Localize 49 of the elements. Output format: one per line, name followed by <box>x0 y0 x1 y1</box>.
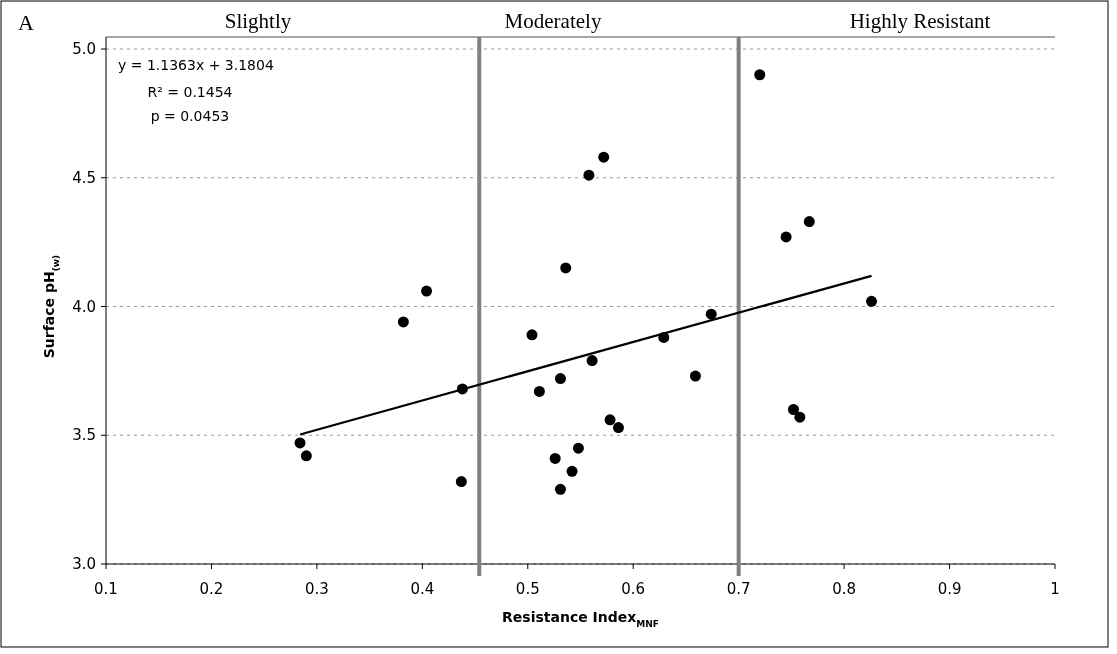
point <box>586 355 598 367</box>
point <box>705 308 717 320</box>
point <box>533 385 545 397</box>
point <box>803 216 815 228</box>
point <box>788 404 799 415</box>
x-tick-label: 1 <box>1050 580 1060 598</box>
x-tick-label: 0.3 <box>304 580 329 598</box>
point <box>604 414 616 426</box>
point <box>689 370 701 382</box>
y-tick-label: 3.5 <box>72 426 96 445</box>
annotation: R² = 0.1454 <box>147 84 233 100</box>
y-tick-label: 4.5 <box>72 168 96 187</box>
x-tick-label: 0.5 <box>515 580 540 598</box>
point <box>455 476 467 488</box>
point <box>566 465 578 477</box>
point <box>612 422 624 434</box>
point <box>549 452 561 464</box>
point <box>780 231 792 243</box>
x-tick-label: 0.6 <box>621 580 646 598</box>
y-tick-label: 5.0 <box>72 40 96 58</box>
point <box>397 316 409 328</box>
text: Highly Resistant <box>849 9 991 33</box>
point <box>300 450 312 462</box>
y-tick-label: 3.0 <box>72 555 96 573</box>
x-axis-title: Resistance Index$_{MNF}$ <box>502 609 659 629</box>
point <box>554 483 566 495</box>
point <box>754 69 766 81</box>
text: A <box>18 10 34 35</box>
text: Moderately <box>504 9 602 33</box>
point <box>598 151 610 163</box>
x-tick-label: 0.2 <box>199 580 224 598</box>
annotation: y = 1.1363x + 3.1804 <box>118 57 274 73</box>
x-tick-label: 0.4 <box>410 580 435 598</box>
point <box>294 437 306 449</box>
x-tick-label: 0.8 <box>832 580 857 598</box>
x-tick-label: 0.1 <box>94 580 118 598</box>
point <box>866 295 878 307</box>
point <box>554 373 566 385</box>
point <box>572 442 584 454</box>
point <box>421 285 433 297</box>
point <box>583 169 595 181</box>
y-tick-label: 4.0 <box>72 297 96 316</box>
text: Slightly <box>224 9 292 33</box>
point <box>794 411 806 423</box>
point <box>526 329 538 341</box>
x-tick-label: 0.7 <box>726 580 751 598</box>
point <box>560 262 572 274</box>
x-tick-label: 0.9 <box>937 580 962 598</box>
annotation: p = 0.0453 <box>150 108 230 124</box>
